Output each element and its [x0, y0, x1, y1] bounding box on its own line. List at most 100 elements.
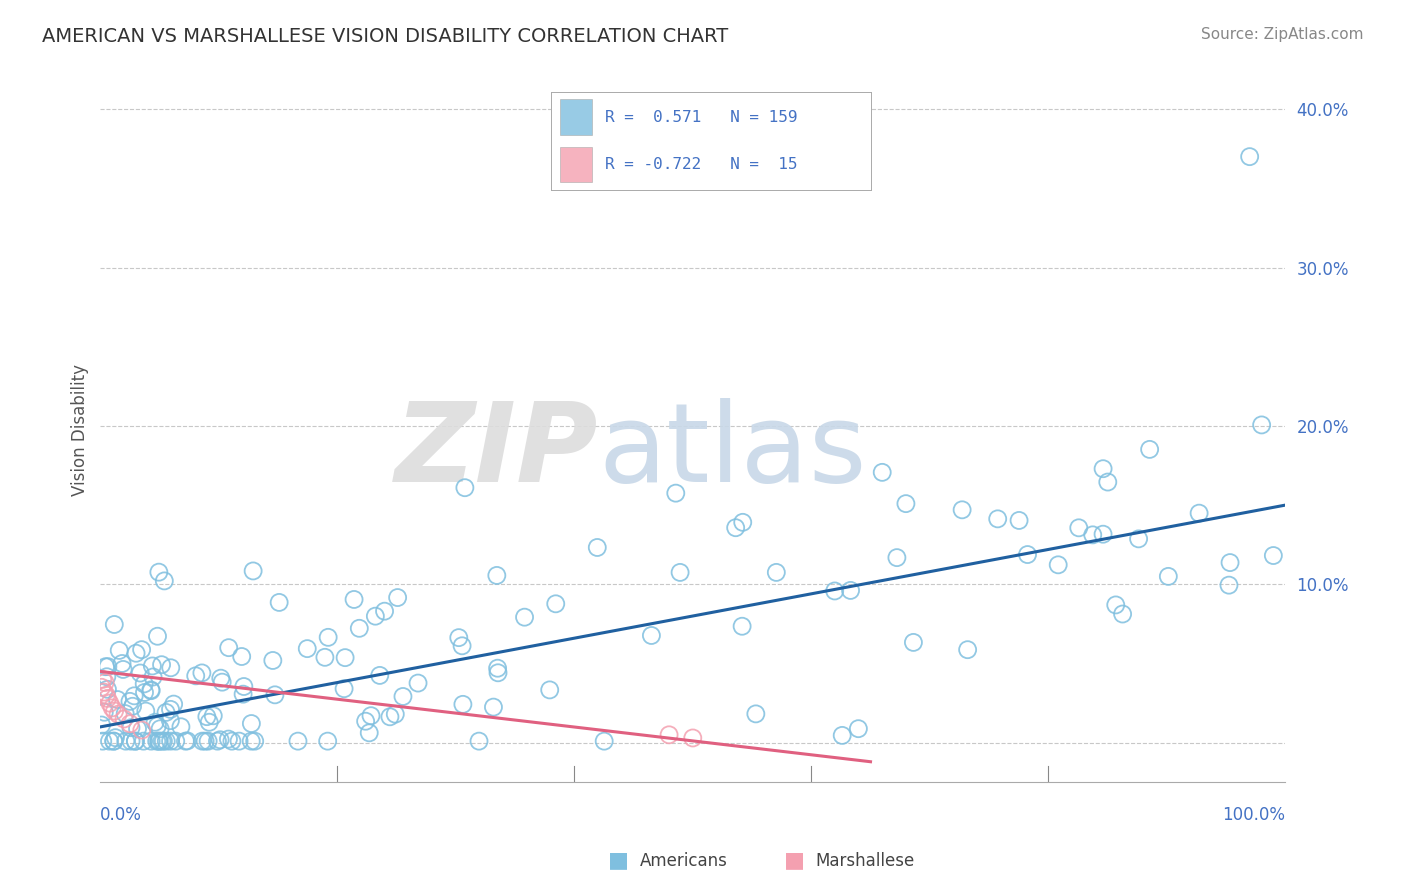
Point	[1092, 461, 1115, 475]
Point	[956, 642, 979, 657]
Point	[209, 732, 232, 747]
Point	[209, 671, 232, 685]
Point	[486, 661, 509, 675]
Text: atlas: atlas	[598, 398, 866, 505]
Point	[194, 734, 217, 748]
Point	[127, 722, 149, 736]
Point	[108, 643, 131, 657]
Point	[486, 665, 509, 680]
Point	[447, 631, 470, 645]
Point	[174, 734, 197, 748]
Point	[153, 574, 176, 588]
Point	[538, 682, 561, 697]
Point	[114, 706, 136, 721]
Y-axis label: Vision Disability: Vision Disability	[72, 364, 89, 496]
Point	[232, 680, 254, 694]
Point	[1047, 558, 1070, 572]
Point	[231, 649, 253, 664]
Point	[831, 728, 853, 742]
Point	[1139, 442, 1161, 457]
Text: 0.0%: 0.0%	[100, 806, 142, 824]
Point	[848, 722, 870, 736]
Point	[264, 688, 287, 702]
Point	[191, 665, 214, 680]
Point	[824, 584, 846, 599]
Point	[112, 712, 135, 726]
Point	[121, 699, 143, 714]
Point	[146, 629, 169, 643]
Point	[93, 685, 115, 699]
Point	[134, 685, 156, 699]
Point	[1081, 528, 1104, 542]
Point	[146, 719, 169, 733]
Point	[90, 718, 112, 732]
Point	[333, 681, 356, 696]
Point	[96, 682, 118, 697]
Point	[221, 734, 243, 748]
Point	[207, 734, 229, 748]
Point	[665, 486, 688, 500]
Text: ZIP: ZIP	[395, 398, 598, 505]
Point	[316, 734, 339, 748]
Point	[987, 512, 1010, 526]
Point	[197, 734, 219, 748]
Point	[97, 659, 120, 673]
Point	[184, 669, 207, 683]
Point	[1097, 475, 1119, 489]
Point	[135, 704, 157, 718]
Point	[112, 662, 135, 676]
Point	[141, 683, 163, 698]
Point	[91, 673, 114, 687]
Point	[96, 670, 118, 684]
Point	[159, 702, 181, 716]
Point	[170, 720, 193, 734]
Point	[894, 497, 917, 511]
Text: 100.0%: 100.0%	[1222, 806, 1285, 824]
Point	[374, 604, 396, 618]
Point	[724, 521, 747, 535]
Point	[451, 698, 474, 712]
Point	[150, 657, 173, 672]
Point	[364, 609, 387, 624]
Point	[1092, 527, 1115, 541]
Point	[94, 675, 117, 690]
Point	[96, 688, 118, 702]
Point	[1017, 548, 1039, 562]
Point	[134, 677, 156, 691]
Point	[333, 650, 356, 665]
Point	[103, 734, 125, 748]
Point	[145, 734, 167, 748]
Text: Source: ZipAtlas.com: Source: ZipAtlas.com	[1201, 27, 1364, 42]
Point	[586, 541, 609, 555]
Point	[143, 715, 166, 730]
Point	[103, 704, 125, 718]
Point	[118, 716, 141, 731]
Point	[682, 731, 704, 745]
Point	[202, 708, 225, 723]
Point	[262, 653, 284, 667]
Point	[392, 690, 415, 704]
Point	[242, 564, 264, 578]
Point	[640, 628, 662, 642]
Point	[384, 707, 406, 722]
Point	[124, 734, 146, 748]
Point	[191, 734, 214, 748]
Point	[91, 734, 114, 748]
Point	[141, 659, 163, 673]
Point	[122, 689, 145, 703]
Point	[359, 726, 381, 740]
Point	[159, 734, 181, 748]
Text: Americans: Americans	[640, 852, 728, 870]
Point	[148, 734, 170, 748]
Point	[195, 709, 218, 723]
Point	[114, 734, 136, 748]
Point	[485, 568, 508, 582]
Point	[176, 734, 198, 748]
Point	[839, 583, 862, 598]
Point	[96, 691, 118, 706]
Point	[149, 722, 172, 736]
Point	[297, 641, 319, 656]
Point	[316, 630, 339, 644]
Text: ■: ■	[785, 850, 804, 870]
Point	[1008, 513, 1031, 527]
